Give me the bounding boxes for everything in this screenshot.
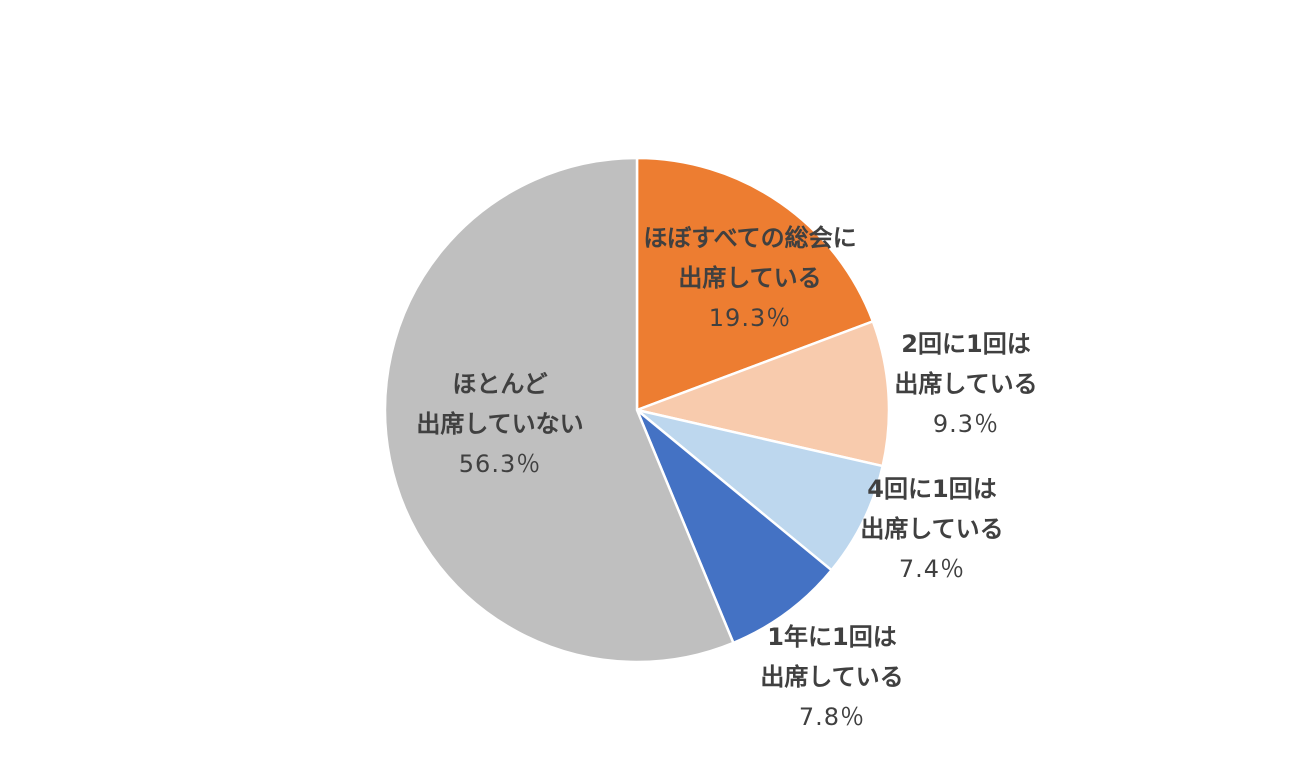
pie-slice-label-5: ほとんど出席していない 56.3％ [416,370,583,478]
pie-slice-category-line: 出席している [860,515,1003,543]
pie-slice-label-4: 1年に1回は出席している 7.8％ [760,623,903,731]
pie-slice-value-3: 7.4％ [899,555,965,583]
pie-slice-category-line: 出席していない [416,410,583,438]
pie-slice-5 [383,156,735,664]
pie-slice-3 [636,408,885,572]
pie-slice-1 [635,156,875,412]
labels-layer: ほぼすべての総会に出席している 19.3％2回に1回は出席している 9.3％4回に1… [416,224,1037,731]
pie-slice-category-line: 出席している [894,370,1037,398]
pie-slice-label-2: 2回に1回は出席している 9.3％ [894,330,1037,438]
pie-slice-category-line: ほぼすべての総会に [643,224,856,252]
pie-slice-4 [635,409,834,645]
pie-slice-value-5: 56.3％ [459,450,541,478]
pie-slice-category-line: 1年に1回は [767,623,896,651]
pie-slice-2 [632,319,891,468]
pie-slice-category-line: 4回に1回は [867,475,996,503]
pie-slice-category-line: 出席している [678,264,821,292]
pie-slice-value-1: 19.3％ [709,304,791,332]
pie-slice-category-line: 2回に1回は [901,330,1030,358]
slices-layer [383,156,891,664]
pie-slice-category-line: ほとんど [452,370,547,398]
pie-slice-value-2: 9.3％ [933,410,999,438]
pie-slice-label-1: ほぼすべての総会に出席している 19.3％ [643,224,856,332]
pie-slice-label-3: 4回に1回は出席している 7.4％ [860,475,1003,583]
pie-slice-value-4: 7.8％ [799,703,865,731]
pie-slice-category-line: 出席している [760,663,903,691]
